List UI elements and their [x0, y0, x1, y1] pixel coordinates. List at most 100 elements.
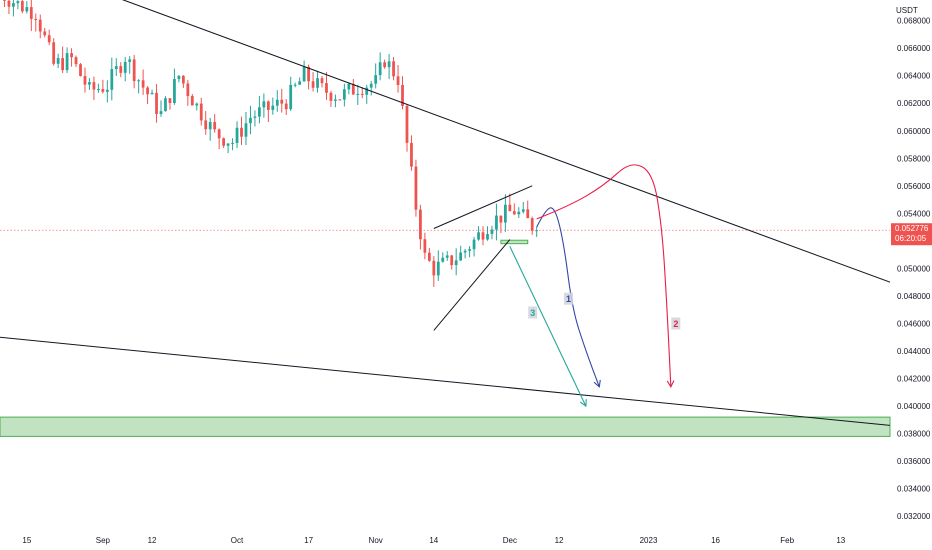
- candle-body: [79, 64, 82, 76]
- lower-trendline[interactable]: [0, 336, 891, 426]
- candle: [271, 97, 275, 115]
- candle-body: [392, 61, 395, 77]
- candle: [137, 79, 141, 94]
- price-tick-label: 0.038000: [897, 430, 931, 439]
- candle: [325, 72, 328, 100]
- candle-body: [20, 1, 24, 12]
- candle-body: [258, 107, 261, 117]
- support-zone[interactable]: [0, 416, 891, 437]
- candle: [253, 110, 257, 127]
- candle-body: [450, 255, 454, 266]
- candle-body: [387, 61, 391, 68]
- candle: [463, 248, 467, 259]
- candle: [284, 99, 288, 115]
- candle: [110, 57, 114, 101]
- candle: [92, 76, 96, 100]
- candle: [477, 226, 480, 241]
- candle-body: [190, 96, 194, 106]
- candles-layer: [3, 0, 539, 287]
- candle: [356, 84, 360, 106]
- candle-body: [56, 58, 60, 64]
- scenario-label-box: [563, 292, 573, 305]
- candle: [38, 14, 42, 39]
- candle-body: [141, 80, 145, 88]
- candle: [535, 227, 539, 237]
- wedge-lower[interactable]: [433, 239, 511, 331]
- candle: [490, 225, 494, 240]
- candle: [441, 252, 445, 263]
- price-axis[interactable]: USDT 0.068000 0.066000 0.064000 0.062000 0.0…: [896, 6, 931, 521]
- time-tick-label: 12: [148, 536, 157, 545]
- candle: [347, 82, 351, 95]
- candle: [405, 104, 409, 152]
- candle: [16, 0, 20, 10]
- scenario-3-path[interactable]: [509, 246, 587, 407]
- candle: [204, 111, 208, 135]
- candle: [351, 78, 355, 95]
- time-tick-label: 16: [711, 536, 720, 545]
- scenario-2-path[interactable]: [536, 164, 672, 387]
- candle: [280, 88, 284, 113]
- candle-body: [499, 215, 503, 223]
- candle-body: [25, 7, 29, 12]
- candle-body: [235, 127, 239, 143]
- candle: [52, 38, 56, 66]
- currency-label: USDT: [896, 6, 918, 15]
- candle: [141, 69, 145, 95]
- candle-body: [427, 252, 431, 261]
- candle-body: [119, 66, 123, 73]
- candle-body: [101, 89, 105, 92]
- candle: [266, 100, 270, 122]
- candle: [329, 90, 333, 107]
- candle-body: [463, 250, 467, 253]
- candle-body: [280, 99, 284, 104]
- candle: [342, 83, 346, 107]
- candle-body: [199, 103, 203, 121]
- candle: [392, 56, 395, 81]
- time-axis[interactable]: 15 Sep 12 Oct 17 Nov 14 Dec 12 2023 16 Feb 13: [22, 536, 845, 545]
- scenario-2-arrowhead: [666, 380, 675, 388]
- candle-body: [52, 42, 56, 64]
- time-tick-label: Nov: [369, 536, 383, 545]
- candle: [173, 68, 176, 105]
- candle-body: [360, 93, 364, 95]
- candle-body: [396, 76, 400, 86]
- candle: [275, 90, 279, 112]
- candle: [240, 116, 243, 145]
- candle: [119, 62, 123, 78]
- candle-body: [92, 82, 96, 90]
- candle: [61, 46, 64, 74]
- candle-body: [477, 232, 480, 240]
- price-tick-label: 0.034000: [897, 485, 931, 494]
- candle: [486, 226, 489, 241]
- scenario-1-label: 1: [563, 292, 573, 305]
- scenario-1-path[interactable]: [536, 207, 600, 388]
- candle-body: [378, 62, 382, 76]
- candle-body: [186, 83, 190, 97]
- candle-body: [338, 99, 342, 101]
- candle-body: [29, 7, 33, 19]
- scenario-1-arrowhead: [593, 379, 601, 388]
- price-tick-label: 0.054000: [897, 209, 931, 218]
- last-price-tag-background: [891, 223, 932, 246]
- candle-body: [137, 80, 141, 82]
- small-zone[interactable]: [500, 239, 529, 245]
- time-tick-label: 12: [555, 536, 564, 545]
- candle: [289, 76, 293, 112]
- price-tick-label: 0.056000: [897, 182, 931, 191]
- candle: [423, 232, 427, 260]
- candle: [360, 87, 364, 99]
- wedge-upper[interactable]: [433, 185, 533, 229]
- candle: [88, 78, 91, 91]
- candle: [155, 84, 158, 123]
- candle: [436, 250, 440, 281]
- time-tick-label: Sep: [96, 536, 111, 545]
- candle-body: [61, 58, 64, 71]
- candle-body: [181, 75, 185, 84]
- upper-trendline[interactable]: [0, 0, 891, 283]
- candle-body: [365, 87, 369, 95]
- scenario-label-text: 3: [530, 308, 535, 318]
- candle: [521, 201, 525, 214]
